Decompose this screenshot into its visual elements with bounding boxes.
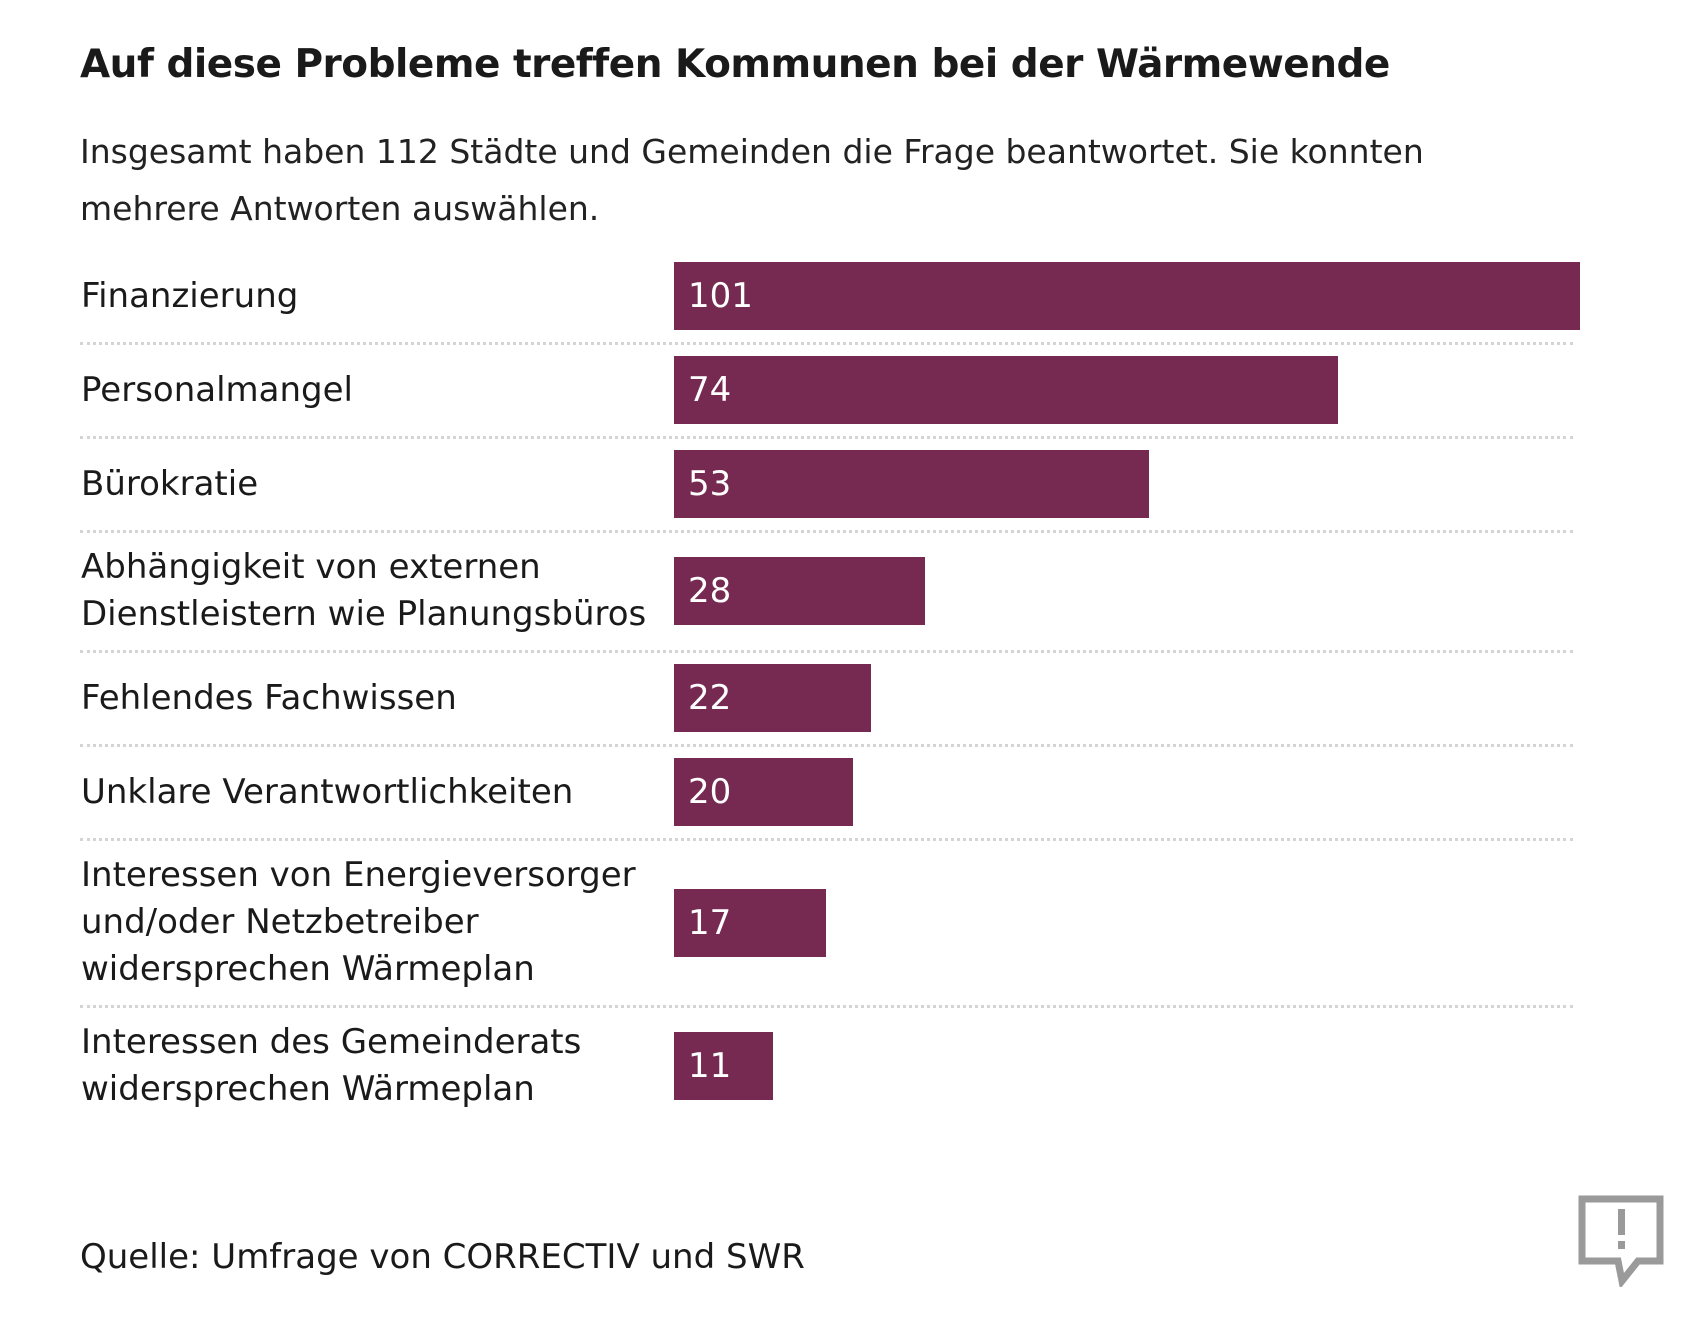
category-label-line: Interessen des Gemeinderats	[81, 1022, 582, 1062]
category-label-line: Personalmangel	[81, 369, 353, 410]
category-label: Interessen von Energieversorger und/oder …	[81, 852, 681, 993]
category-label: Personalmangel	[81, 367, 681, 414]
bar	[674, 888, 827, 957]
category-label-line: Finanzierung	[81, 275, 299, 316]
bar-value-label: 17	[688, 902, 732, 943]
category-label: Fehlendes Fachwissen	[81, 675, 681, 722]
chart-subtitle: Insgesamt haben 112 Städte und Gemeinden…	[80, 123, 1480, 237]
bar	[674, 262, 1580, 330]
bar	[674, 450, 1150, 518]
row-separator	[80, 436, 1573, 439]
category-label: Unklare Verantwortlichkeiten	[81, 769, 681, 816]
category-label-line: Abhängigkeit von externen	[81, 547, 541, 587]
bar	[674, 1032, 773, 1100]
row-separator	[80, 744, 1573, 747]
category-label: Abhängigkeit von externen Dienstleistern …	[81, 544, 681, 638]
category-label-line: widersprechen Wärmeplan	[81, 949, 535, 989]
category-label-line: Unklare Verantwortlichkeiten	[81, 771, 574, 812]
bar	[674, 557, 926, 625]
row-separator	[80, 650, 1573, 653]
category-label-line: widersprechen Wärmeplan	[81, 1069, 535, 1109]
bar	[674, 664, 872, 732]
category-label-line: Bürokratie	[81, 463, 259, 504]
bar-value-label: 28	[688, 571, 732, 611]
bar-value-label: 53	[688, 464, 732, 504]
category-label-line: Dienstleistern wie Planungsbüros	[81, 594, 647, 634]
bar-value-label: 11	[688, 1046, 732, 1086]
source-note: Quelle: Umfrage von CORRECTIV und SWR	[80, 1237, 805, 1277]
category-label-line: und/oder Netzbetreiber	[81, 902, 479, 942]
category-label: Bürokratie	[81, 461, 681, 508]
speech-bubble-exclamation-icon	[1578, 1195, 1664, 1287]
subtitle-line-1: Insgesamt haben 112 Städte und Gemeinden…	[80, 132, 1424, 171]
bar-value-label: 101	[688, 276, 753, 316]
row-separator	[80, 838, 1573, 841]
row-separator	[80, 530, 1573, 533]
bar-value-label: 74	[688, 370, 732, 410]
category-label-line: Interessen von Energieversorger	[81, 855, 636, 895]
bar	[674, 758, 854, 826]
bar-value-label: 20	[688, 772, 732, 812]
category-label: Interessen des Gemeinderats widersprechen…	[81, 1019, 681, 1113]
chart-title: Auf diese Probleme treffen Kommunen bei …	[80, 42, 1390, 87]
subtitle-line-2: mehrere Antworten auswählen.	[80, 189, 600, 228]
row-separator	[80, 1005, 1573, 1008]
bar	[674, 356, 1338, 424]
category-label: Finanzierung	[81, 273, 681, 320]
category-label-line: Fehlendes Fachwissen	[81, 677, 457, 718]
row-separator	[80, 342, 1573, 345]
bar-value-label: 22	[688, 678, 732, 718]
